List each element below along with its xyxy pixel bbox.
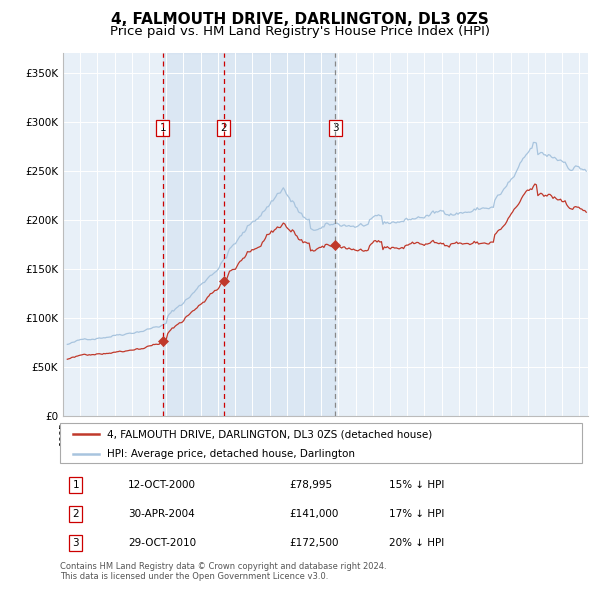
Text: 2: 2 bbox=[73, 509, 79, 519]
Text: 1: 1 bbox=[73, 480, 79, 490]
Text: 3: 3 bbox=[73, 539, 79, 548]
Text: 29-OCT-2010: 29-OCT-2010 bbox=[128, 539, 196, 548]
Text: HPI: Average price, detached house, Darlington: HPI: Average price, detached house, Darl… bbox=[107, 450, 355, 460]
Bar bbox=[163, 53, 335, 416]
Text: 12-OCT-2000: 12-OCT-2000 bbox=[128, 480, 196, 490]
Text: 3: 3 bbox=[332, 123, 339, 133]
Text: £141,000: £141,000 bbox=[290, 509, 339, 519]
Text: £78,995: £78,995 bbox=[290, 480, 333, 490]
Text: 20% ↓ HPI: 20% ↓ HPI bbox=[389, 539, 444, 548]
Text: 4, FALMOUTH DRIVE, DARLINGTON, DL3 0ZS (detached house): 4, FALMOUTH DRIVE, DARLINGTON, DL3 0ZS (… bbox=[107, 430, 432, 440]
Text: 17% ↓ HPI: 17% ↓ HPI bbox=[389, 509, 444, 519]
Text: 15% ↓ HPI: 15% ↓ HPI bbox=[389, 480, 444, 490]
Text: 2: 2 bbox=[220, 123, 227, 133]
Text: 4, FALMOUTH DRIVE, DARLINGTON, DL3 0ZS: 4, FALMOUTH DRIVE, DARLINGTON, DL3 0ZS bbox=[111, 12, 489, 27]
Text: £172,500: £172,500 bbox=[290, 539, 339, 548]
FancyBboxPatch shape bbox=[60, 423, 582, 463]
Text: Contains HM Land Registry data © Crown copyright and database right 2024.
This d: Contains HM Land Registry data © Crown c… bbox=[60, 562, 386, 581]
Text: Price paid vs. HM Land Registry's House Price Index (HPI): Price paid vs. HM Land Registry's House … bbox=[110, 25, 490, 38]
Text: 30-APR-2004: 30-APR-2004 bbox=[128, 509, 194, 519]
Text: 1: 1 bbox=[160, 123, 166, 133]
